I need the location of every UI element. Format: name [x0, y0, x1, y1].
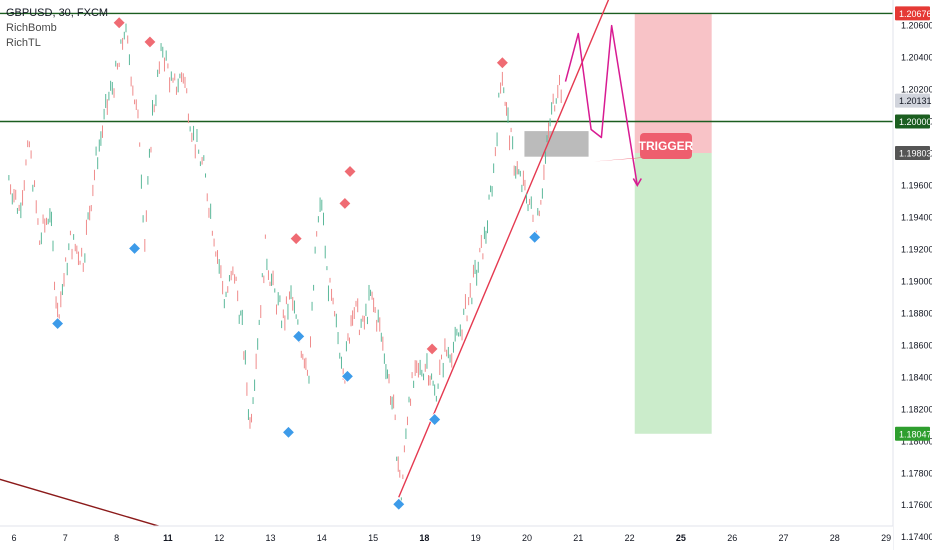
y-tick-label: 1.19600: [901, 180, 932, 190]
y-tick-label: 1.18600: [901, 340, 932, 350]
y-tick-label: 1.20400: [901, 53, 932, 63]
swing-low-marker[interactable]: [428, 412, 442, 427]
swing-high-marker[interactable]: [289, 232, 303, 246]
price-axis: USD1.174001.176001.178001.180001.182001.…: [892, 0, 932, 550]
y-tick-label: 1.19000: [901, 276, 932, 286]
swing-low-marker[interactable]: [292, 329, 306, 343]
x-tick-label: 14: [317, 533, 327, 543]
x-tick-label: 28: [830, 533, 840, 543]
y-tick-label: 1.20200: [901, 85, 932, 95]
price-tag-text: 1.19803: [899, 149, 932, 159]
rising-trendline[interactable]: [398, 0, 610, 498]
y-tick-label: 1.18400: [901, 372, 932, 382]
swing-high-marker[interactable]: [343, 164, 357, 179]
y-tick-label: 1.17600: [901, 500, 932, 510]
chart-legend: GBPUSD, 30, FXCM RichBomb RichTL: [6, 6, 108, 51]
annotations: TRIGGER: [564, 24, 694, 187]
projection-arrowhead: [632, 178, 642, 187]
projection-path[interactable]: [564, 24, 639, 186]
trigger-pointer: [593, 157, 654, 162]
trigger-label: TRIGGER: [639, 139, 694, 153]
x-tick-label: 26: [727, 533, 737, 543]
x-tick-label: 25: [676, 533, 686, 543]
swing-low-marker[interactable]: [528, 230, 542, 244]
swing-high-marker[interactable]: [112, 16, 126, 30]
price-tag-stop[interactable]: [895, 6, 930, 21]
swing-low-marker[interactable]: [392, 497, 406, 511]
y-tick-label: 1.17400: [901, 532, 932, 542]
x-tick-label: 19: [471, 533, 481, 543]
x-tick-label: 21: [573, 533, 583, 543]
price-tag-text: 1.20676: [899, 9, 932, 19]
trigger-label-box[interactable]: [640, 133, 692, 159]
swing-high-marker[interactable]: [495, 56, 509, 70]
take-profit-zone: [634, 153, 712, 434]
x-tick-label: 11: [163, 533, 173, 543]
indicator-richtl[interactable]: RichTL: [6, 37, 41, 49]
price-tag-last[interactable]: [895, 93, 930, 108]
swing-high-marker[interactable]: [338, 196, 352, 211]
price-tag-text: 1.18047: [899, 429, 932, 439]
price-tag-level[interactable]: [895, 114, 930, 129]
y-tick-label: 1.18200: [901, 404, 932, 414]
time-axis: 6 7 8 11 12 13 14 15 18 19 20 21 22 25 26 27 28 29: [0, 525, 893, 550]
x-tick-label: 6: [11, 533, 16, 543]
x-tick-label: 15: [368, 533, 378, 543]
price-tag-entry[interactable]: [895, 146, 930, 161]
swing-high-marker[interactable]: [143, 35, 157, 49]
price-tag-target[interactable]: [895, 426, 930, 441]
price-axis-bg: [893, 0, 932, 550]
swing-low-marker[interactable]: [127, 241, 142, 255]
swing-markers: [51, 16, 542, 511]
time-axis-bg: [0, 526, 893, 550]
y-tick-label: 1.18000: [901, 436, 932, 446]
y-tick-label: 1.20600: [901, 21, 932, 31]
price-tag-text: 1.20131: [899, 96, 932, 106]
symbol-title[interactable]: GBPUSD, 30, FXCM: [6, 7, 109, 19]
indicator-richbomb[interactable]: RichBomb: [6, 22, 57, 34]
price-series: [8, 23, 562, 508]
swing-low-marker[interactable]: [51, 317, 65, 331]
x-tick-label: 12: [214, 533, 224, 543]
swing-low-marker[interactable]: [340, 369, 355, 383]
swing-low-marker[interactable]: [281, 425, 296, 439]
y-tick-label: 1.19400: [901, 212, 932, 222]
x-tick-label: 20: [522, 533, 532, 543]
swing-high-marker[interactable]: [425, 342, 439, 356]
x-tick-label: 13: [265, 533, 275, 543]
stop-loss-zone: [634, 13, 712, 154]
position-zones: [524, 13, 712, 434]
y-tick-label: 1.17800: [901, 468, 932, 478]
x-tick-label: 22: [625, 533, 635, 543]
price-tag-text: 1.20000: [899, 117, 932, 127]
x-tick-label: 8: [114, 533, 119, 543]
x-tick-label: 7: [63, 533, 68, 543]
x-tick-label: 29: [881, 533, 891, 543]
y-tick-label: 1.18800: [901, 308, 932, 318]
x-tick-label: 18: [419, 533, 429, 543]
trigger-zone-box: [524, 131, 589, 157]
y-tick-label: 1.19200: [901, 244, 932, 254]
x-tick-label: 27: [778, 533, 788, 543]
